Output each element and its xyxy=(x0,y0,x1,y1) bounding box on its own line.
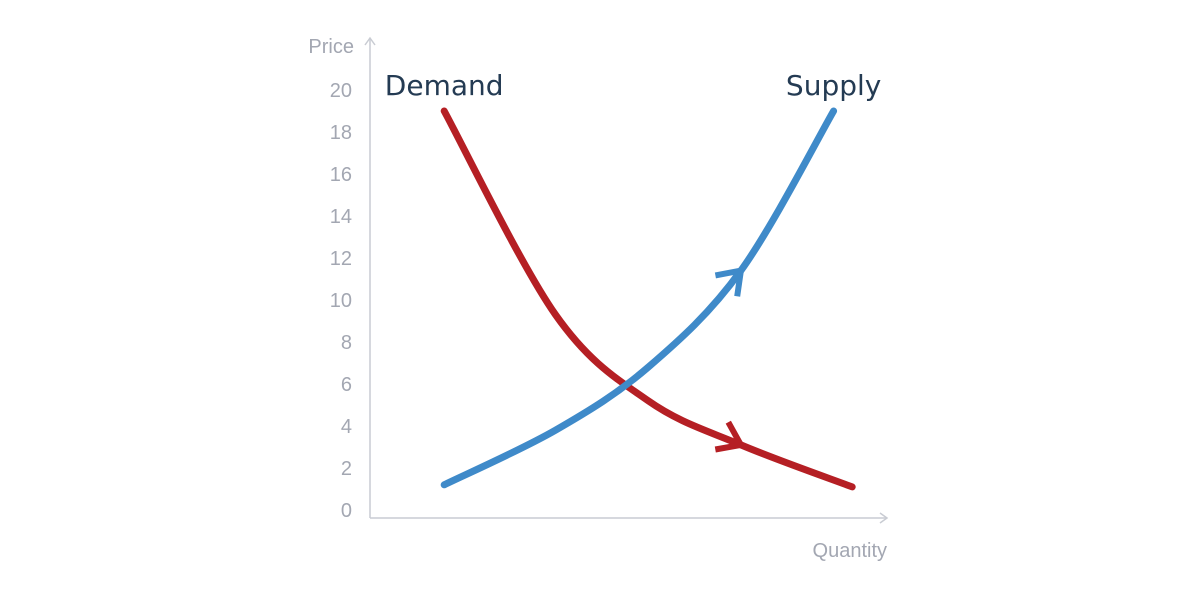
y-axis-title: Price xyxy=(308,36,354,58)
axes: Price Quantity xyxy=(308,36,889,562)
supply-arrow-icon xyxy=(714,266,745,297)
y-tick-label: 0 xyxy=(341,500,352,522)
y-tick-label: 2 xyxy=(341,458,352,480)
x-axis-arrow-icon xyxy=(879,512,889,524)
y-axis-arrow-icon xyxy=(364,36,376,46)
y-ticks: 0 2 4 6 8 10 12 14 16 18 20 xyxy=(330,80,352,522)
y-tick-label: 10 xyxy=(330,290,352,312)
demand-label: Demand xyxy=(385,69,504,102)
y-tick-label: 14 xyxy=(330,206,352,228)
y-tick-label: 4 xyxy=(341,416,352,438)
y-tick-label: 6 xyxy=(341,374,352,396)
supply-curve xyxy=(440,107,838,489)
y-tick-label: 18 xyxy=(330,122,352,144)
y-tick-label: 8 xyxy=(341,332,352,354)
x-axis-title: Quantity xyxy=(813,540,887,562)
supply-label: Supply xyxy=(786,69,881,102)
y-tick-label: 12 xyxy=(330,248,352,270)
y-tick-label: 20 xyxy=(330,80,352,102)
y-tick-label: 16 xyxy=(330,164,352,186)
demand-arrow-icon xyxy=(714,420,746,453)
series-layer: Demand Supply xyxy=(385,69,881,491)
demand-curve xyxy=(440,107,856,491)
